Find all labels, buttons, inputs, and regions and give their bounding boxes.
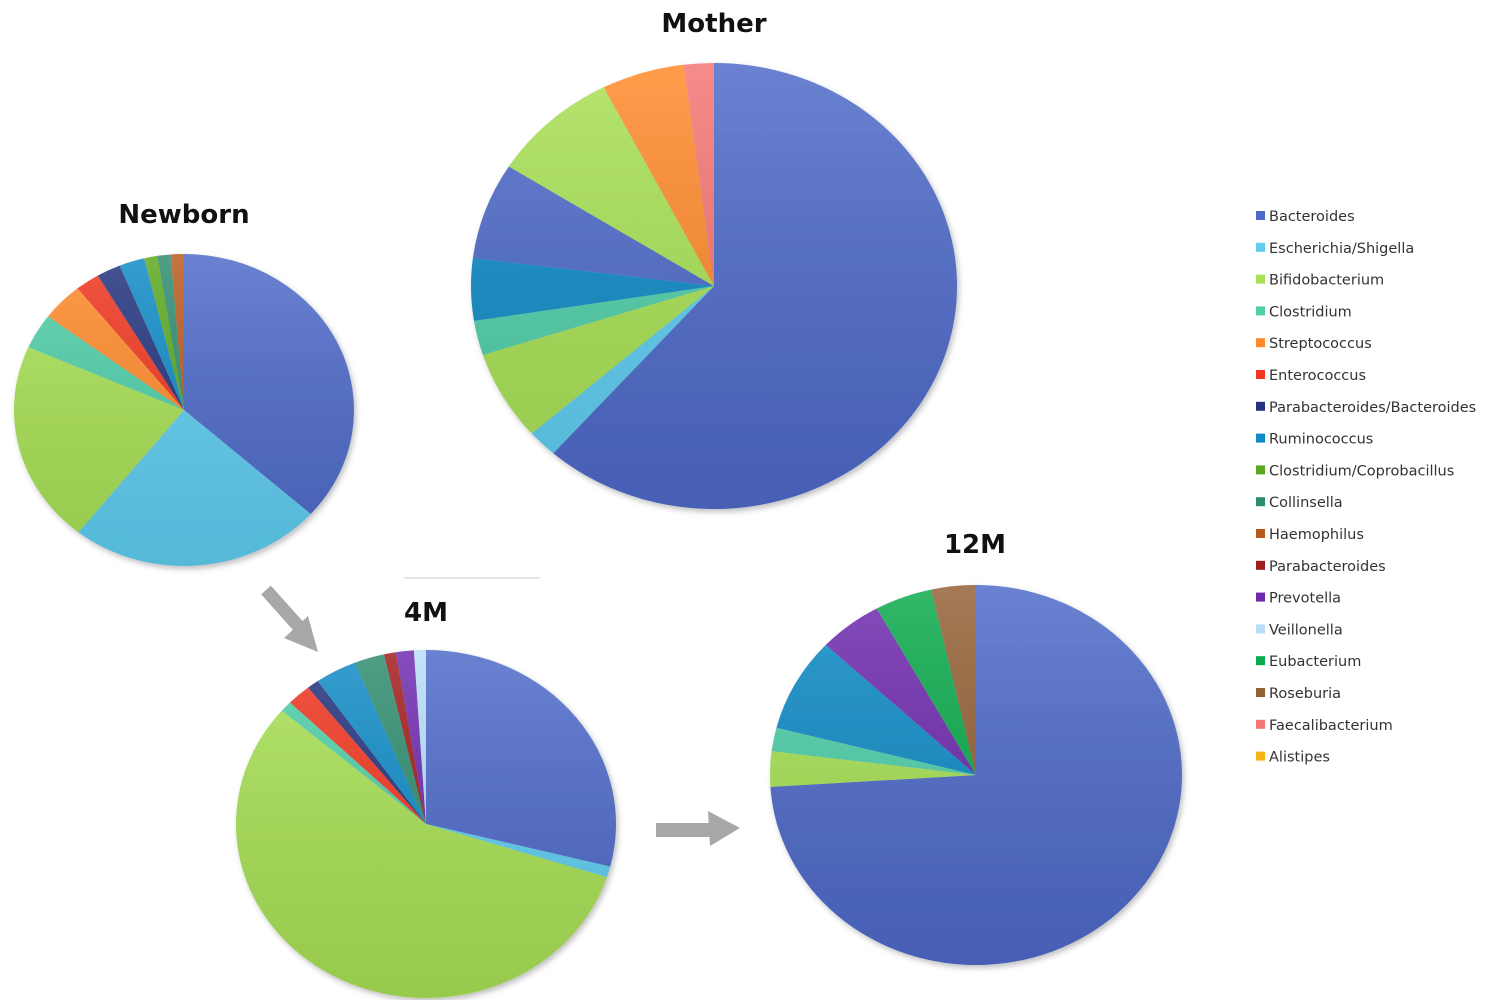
legend-swatch-eubacterium <box>1256 656 1265 666</box>
title-12m: 12M <box>944 530 1006 560</box>
legend-label-enterococcus: Enterococcus <box>1269 368 1366 384</box>
legend-swatch-prevotella <box>1256 592 1265 602</box>
legend-label-parabacteroides-bacteroides: Parabacteroides/Bacteroides <box>1269 400 1476 416</box>
legend-swatch-clostridium <box>1256 306 1265 316</box>
arrow-4m-to-12m <box>656 811 740 846</box>
pie-4m <box>235 650 616 998</box>
legend-label-collinsella: Collinsella <box>1269 495 1343 511</box>
legend-label-bacteroides: Bacteroides <box>1269 209 1355 225</box>
legend-swatch-alistipes <box>1256 751 1265 761</box>
legend-swatch-bifidobacterium <box>1256 274 1265 284</box>
legend: Bacteroides Escherichia/Shigella Bifidobac… <box>1256 209 1476 766</box>
legend-label-eubacterium: Eubacterium <box>1269 654 1361 670</box>
legend-label-streptococcus: Streptococcus <box>1269 336 1372 352</box>
legend-label-alistipes: Alistipes <box>1269 750 1330 766</box>
title-newborn: Newborn <box>118 200 249 230</box>
legend-swatch-ruminococcus <box>1256 433 1265 443</box>
legend-swatch-parabacteroides-bacteroides <box>1256 401 1265 411</box>
legend-swatch-parabacteroides <box>1256 560 1265 570</box>
pie-sheen-overlay <box>471 63 957 509</box>
pie-sheen-overlay <box>14 254 354 566</box>
pie-sheen-overlay <box>770 585 1182 965</box>
legend-swatch-haemophilus <box>1256 529 1265 538</box>
legend-label-prevotella: Prevotella <box>1269 591 1341 607</box>
legend-swatch-streptococcus <box>1256 338 1265 348</box>
legend-swatch-collinsella <box>1256 497 1265 507</box>
legend-label-clostridium: Clostridium <box>1269 304 1352 320</box>
legend-label-clostridium-coprobacillus: Clostridium/Coprobacillus <box>1269 463 1454 479</box>
legend-swatch-roseburia <box>1256 688 1265 697</box>
legend-swatch-veillonella <box>1256 624 1265 634</box>
legend-label-escherichia-shigella: Escherichia/Shigella <box>1269 241 1414 257</box>
legend-label-parabacteroides: Parabacteroides <box>1269 559 1386 575</box>
title-mother: Mother <box>661 9 766 39</box>
arrow-newborn-to-4m <box>261 585 318 652</box>
legend-swatch-bacteroides <box>1256 211 1265 220</box>
pie-newborn <box>14 254 354 566</box>
legend-label-faecalibacterium: Faecalibacterium <box>1269 718 1393 734</box>
title-4m: 4M <box>404 598 448 628</box>
legend-label-haemophilus: Haemophilus <box>1269 527 1364 543</box>
legend-swatch-enterococcus <box>1256 370 1265 379</box>
legend-label-veillonella: Veillonella <box>1269 622 1343 638</box>
legend-label-roseburia: Roseburia <box>1269 686 1341 702</box>
pie-mother <box>471 63 957 509</box>
legend-label-ruminococcus: Ruminococcus <box>1269 432 1373 448</box>
legend-label-bifidobacterium: Bifidobacterium <box>1269 273 1384 289</box>
pie-12m <box>770 585 1182 965</box>
pie-sheen-overlay <box>236 650 616 998</box>
legend-swatch-faecalibacterium <box>1256 719 1265 729</box>
legend-swatch-clostridium-coprobacillus <box>1256 465 1265 475</box>
legend-swatch-escherichia-shigella <box>1256 242 1265 252</box>
